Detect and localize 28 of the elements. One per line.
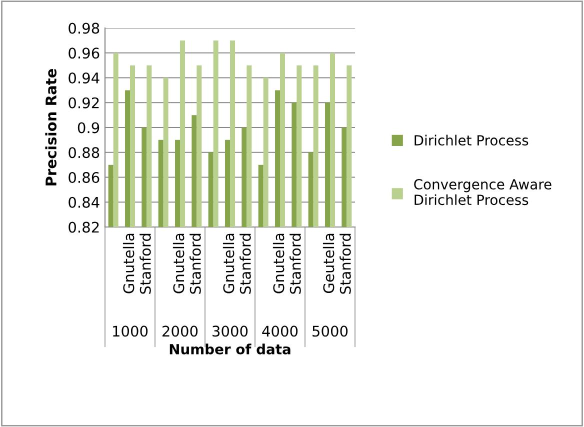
- x-tick-label: Stanford: [240, 234, 251, 294]
- y-tick-label: 0.88: [68, 147, 100, 158]
- y-tick-label: 0.86: [68, 172, 100, 183]
- x-axis-title: Number of data: [170, 344, 290, 354]
- text: 2000: [162, 326, 198, 337]
- x-tick-label: Geutella: [322, 234, 334, 293]
- legend-label: Dirichlet Process: [414, 134, 528, 146]
- y-tick-label: 0.84: [68, 196, 100, 208]
- text: 5000: [312, 326, 348, 337]
- y-tick-label: 0.96: [68, 48, 100, 59]
- legend-label: Convergence Aware Dirichlet Process: [414, 179, 552, 206]
- x-tick-label: Gnutella: [272, 234, 284, 294]
- x-tick-label: Gnutella: [172, 234, 184, 294]
- text: 3000: [212, 326, 248, 337]
- y-tick-label: 0.98: [68, 22, 100, 34]
- y-axis-title: Precision Rate: [45, 68, 57, 186]
- y-tick-label: 0.82: [68, 222, 99, 233]
- y-tick-label: 0.92: [68, 97, 99, 108]
- text: 4000: [262, 326, 298, 337]
- x-tick-label: Stanford: [340, 234, 351, 294]
- x-tick-label: Stanford: [140, 234, 151, 294]
- x-tick-label: Stanford: [190, 234, 201, 294]
- x-tick-label: Gnutella: [222, 234, 234, 294]
- x-tick-label: Gnutella: [122, 234, 134, 294]
- x-tick-label: Stanford: [290, 234, 301, 294]
- text: 1000: [113, 326, 148, 337]
- y-tick-label: 0.94: [68, 72, 100, 84]
- y-tick-label: 0.9: [78, 122, 100, 134]
